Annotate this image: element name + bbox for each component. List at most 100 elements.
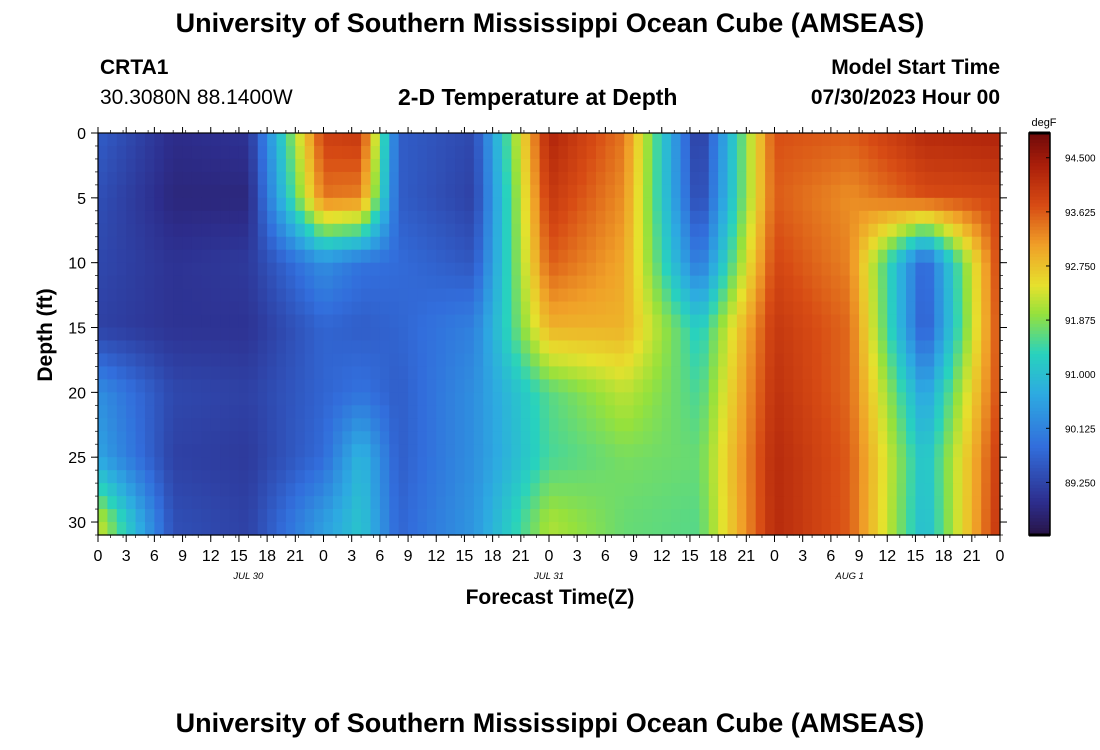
colorbar-segment [1029,377,1050,382]
page-title: University of Southern Mississippi Ocean… [175,8,925,38]
colorbar-segment [1029,320,1050,325]
colorbar-segment [1029,223,1050,228]
colorbar-segment [1029,169,1050,174]
colorbar-segment [1029,447,1050,452]
model-start-label: Model Start Time [831,56,1000,79]
x-tick-label: 21 [963,548,981,565]
plot-title: 2-D Temperature at Depth [398,84,678,110]
colorbar-segment [1029,236,1050,241]
colorbar-segment [1029,484,1050,489]
x-tick-label: 6 [150,548,159,565]
colorbar-segment [1029,293,1050,298]
colorbar-segment [1029,401,1050,405]
y-tick-label: 5 [77,191,86,208]
x-tick-label: 9 [404,548,413,565]
colorbar-segment [1029,528,1050,533]
colorbar-tick-label: 93.625 [1065,208,1096,219]
colorbar-segment [1029,206,1050,211]
colorbar-segment [1029,200,1050,204]
colorbar-segment [1029,136,1050,141]
colorbar-segment [1029,149,1050,154]
colorbar-segment [1029,233,1050,238]
colorbar-segment [1029,384,1050,389]
colorbar-segment [1029,173,1050,178]
colorbar-segment [1029,454,1050,459]
y-tick-label: 25 [68,450,86,467]
colorbar-segment [1029,166,1050,171]
x-tick-label: 21 [286,548,304,565]
colorbar-segment [1029,494,1050,499]
x-tick-label: 18 [484,548,502,565]
colorbar-unit-label: degF [1031,117,1056,129]
colorbar-segment [1029,196,1050,201]
x-tick-label: 15 [681,548,699,565]
colorbar-segment [1029,508,1050,513]
colorbar-segment [1029,427,1050,432]
colorbar-segment [1029,488,1050,493]
x-tick-label: 12 [202,548,220,565]
colorbar-segment [1029,390,1050,395]
colorbar-tick-label: 92.750 [1065,262,1096,273]
colorbar-segment [1029,370,1050,375]
y-tick-label: 20 [68,385,86,402]
x-tick-label: 12 [653,548,671,565]
colorbar-segment [1029,498,1050,503]
colorbar-segment [1029,424,1050,429]
colorbar-segment [1029,287,1050,292]
colorbar-segment [1029,303,1050,308]
colorbar-segment [1029,407,1050,412]
colorbar-segment [1029,179,1050,184]
colorbar-segment [1029,380,1050,385]
colorbar-segment [1029,397,1050,402]
colorbar-segment [1029,518,1050,523]
colorbar-segment [1029,511,1050,516]
colorbar-segment [1029,246,1050,251]
x-tick-label: 6 [375,548,384,565]
colorbar-segment [1029,263,1050,268]
colorbar-segment [1029,394,1050,399]
colorbar-segment [1029,290,1050,295]
colorbar-segment [1029,307,1050,312]
colorbar-segment [1029,478,1050,482]
colorbar-segment [1029,340,1050,345]
y-axis-label: Depth (ft) [34,288,57,381]
colorbar-segment [1029,514,1050,519]
y-tick-label: 10 [68,256,86,273]
x-tick-label: 9 [629,548,638,565]
colorbar-segment [1029,146,1050,151]
colorbar-segment [1029,481,1050,486]
x-tick-label: 3 [573,548,582,565]
colorbar-segment [1029,504,1050,509]
colorbar-segment [1029,210,1050,214]
colorbar-segment [1029,431,1050,436]
colorbar-segment [1029,457,1050,462]
colorbar-tick-label: 89.250 [1065,478,1096,489]
colorbar-segment [1029,347,1050,352]
colorbar-segment [1029,216,1050,221]
colorbar-segment [1029,501,1050,506]
colorbar-segment [1029,163,1050,168]
colorbar-segment [1029,474,1050,479]
colorbar-segment [1029,337,1050,342]
colorbar-tick-label: 91.875 [1065,316,1096,327]
colorbar-segment [1029,176,1050,181]
colorbar-segment [1029,421,1050,426]
x-tick-label: 0 [545,548,554,565]
colorbar-segment [1029,354,1050,359]
colorbar-segment [1029,461,1050,466]
colorbar-segment [1029,350,1050,355]
station-id: CRTA1 [100,56,169,79]
colorbar-tick-label: 94.500 [1065,154,1096,165]
colorbar-segment [1029,387,1050,392]
x-tick-label: 0 [996,548,1005,565]
colorbar-segment [1029,159,1050,164]
colorbar-segment [1029,133,1050,137]
y-tick-label: 30 [68,515,86,532]
colorbar-segment [1029,189,1050,194]
colorbar-segment [1029,524,1050,529]
colorbar-segment [1029,327,1050,332]
footer-title: University of Southern Mississippi Ocean… [175,708,925,738]
colorbar-segment [1029,364,1050,369]
colorbar-segment [1029,267,1050,271]
